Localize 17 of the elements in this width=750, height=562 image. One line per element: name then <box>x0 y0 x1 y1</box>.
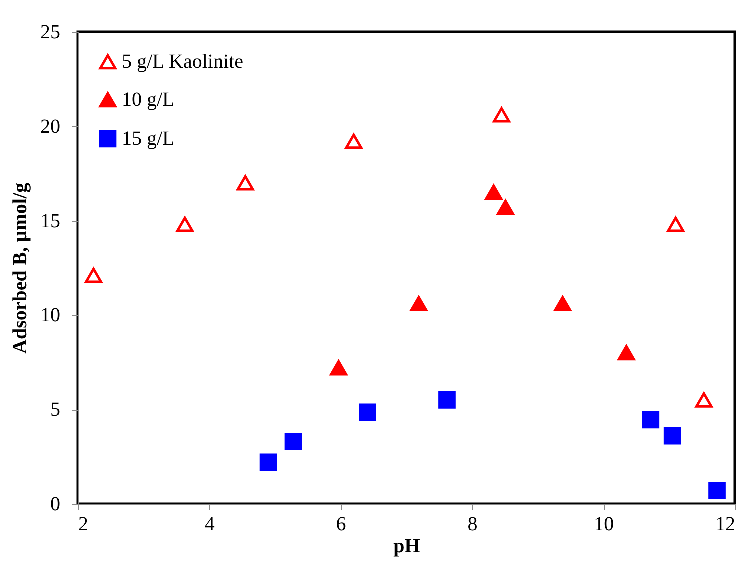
x-tick-label: 10 <box>594 514 614 536</box>
legend-label: 10 g/L <box>122 89 175 111</box>
x-tick-label: 8 <box>468 514 478 536</box>
x-tick-label: 4 <box>204 514 215 536</box>
y-tick-label: 15 <box>40 210 60 232</box>
y-axis-title: Adsorbed B, µmol/g <box>10 183 32 354</box>
y-tick-label: 0 <box>50 494 60 516</box>
y-tick-label: 20 <box>40 116 60 138</box>
y-tick-label: 25 <box>40 22 60 44</box>
y-tick-label: 10 <box>40 304 60 327</box>
x-tick-label: 6 <box>336 514 346 536</box>
x-tick-label: 12 <box>716 514 736 536</box>
legend-label: 15 g/L <box>122 128 175 150</box>
x-tick-label: 2 <box>78 514 88 536</box>
x-axis-title: pH <box>394 536 421 558</box>
legend-label: 5 g/L Kaolinite <box>122 51 244 73</box>
y-tick-label: 5 <box>50 399 60 422</box>
